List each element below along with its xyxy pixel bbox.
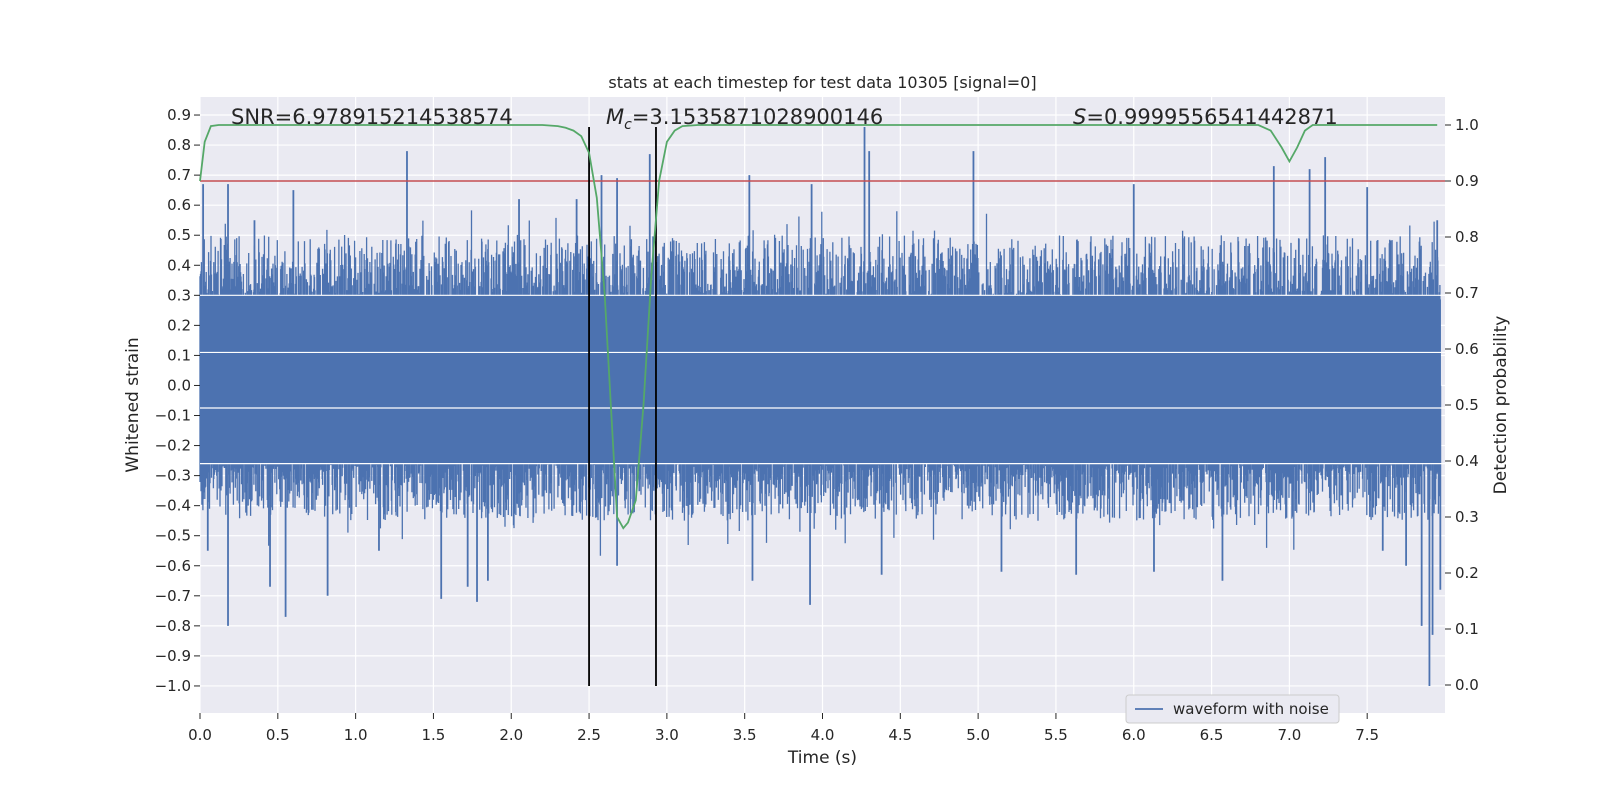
x-axis-label: Time (s) <box>787 748 857 768</box>
y2-tick-label: 0.9 <box>1455 172 1479 190</box>
y-tick-label: −0.8 <box>155 617 191 635</box>
y-tick-label: −0.3 <box>155 467 191 485</box>
chirp-mass-value: =3.1535871028900146 <box>632 105 883 129</box>
y2-tick-label: 0.1 <box>1455 620 1479 638</box>
y2-axis-label: Detection probability <box>1491 316 1511 495</box>
y-tick-label: −0.5 <box>155 527 191 545</box>
x-tick-label: 1.5 <box>422 726 446 744</box>
y2-tick-label: 0.2 <box>1455 564 1479 582</box>
x-tick-label: 2.5 <box>577 726 601 744</box>
y-tick-label: 0.4 <box>167 256 191 274</box>
x-tick-label: 1.0 <box>344 726 368 744</box>
y-tick-label: 0.5 <box>167 226 191 244</box>
y-tick-label: −1.0 <box>155 677 191 695</box>
y-tick-label: −0.4 <box>155 497 191 515</box>
y-tick-label: −0.9 <box>155 647 191 665</box>
y-tick-label: −0.1 <box>155 407 191 425</box>
data-layer <box>199 124 1445 686</box>
y-tick-label: 0.7 <box>167 166 191 184</box>
x-tick-label: 7.0 <box>1277 726 1301 744</box>
snr-annotation: SNR=6.978915214538574 <box>231 105 513 129</box>
y2-tick-label: 1.0 <box>1455 116 1479 134</box>
x-tick-label: 6.0 <box>1122 726 1146 744</box>
x-tick-label: 3.5 <box>733 726 757 744</box>
y-tick-label: 0.2 <box>167 316 191 334</box>
chirp-mass-subscript: c <box>624 117 632 133</box>
y2-tick-label: 0.6 <box>1455 340 1479 358</box>
y-tick-label: 0.8 <box>167 136 191 154</box>
chirp-mass-annotation: Mc=3.1535871028900146 <box>606 105 883 133</box>
x-tick-label: 6.5 <box>1200 726 1224 744</box>
axes-layer: 0.9 0.8 0.7 0.6 0.5 0.4 0.3 0.2 0.1 0.0 −0.1 −0.2 −0… <box>155 106 1479 744</box>
y-tick-label: −0.2 <box>155 437 191 455</box>
waveform-core-band <box>200 295 1441 464</box>
y2-tick-label: 0.8 <box>1455 228 1479 246</box>
y-tick-label: −0.7 <box>155 587 191 605</box>
x-tick-label: 0.0 <box>188 726 212 744</box>
chart-title: stats at each timestep for test data 103… <box>608 73 1036 92</box>
x-tick-label: 4.0 <box>811 726 835 744</box>
y-tick-label: 0.3 <box>167 286 191 304</box>
x-tick-label: 5.0 <box>966 726 990 744</box>
y-axis-label: Whitened strain <box>123 337 143 472</box>
score-value: =0.9999556541442871 <box>1086 105 1337 129</box>
y2-tick-label: 0.3 <box>1455 508 1479 526</box>
y-tick-label: 0.1 <box>167 346 191 364</box>
x-tick-label: 0.5 <box>266 726 290 744</box>
y2-tick-label: 0.0 <box>1455 676 1479 694</box>
y-tick-label: 0.6 <box>167 196 191 214</box>
legend: waveform with noise <box>1125 694 1340 724</box>
legend-label: waveform with noise <box>1173 700 1329 718</box>
y-tick-label: 0.9 <box>167 106 191 124</box>
y-tick-label: 0.0 <box>167 376 191 394</box>
x-tick-label: 4.5 <box>888 726 912 744</box>
y-tick-label: −0.6 <box>155 557 191 575</box>
x-tick-label: 3.0 <box>655 726 679 744</box>
chirp-mass-symbol: M <box>606 105 624 129</box>
x-tick-label: 7.5 <box>1355 726 1379 744</box>
x-tick-label: 2.0 <box>499 726 523 744</box>
legend-box <box>1125 694 1340 724</box>
x-tick-label: 5.5 <box>1044 726 1068 744</box>
y2-tick-label: 0.4 <box>1455 452 1479 470</box>
detection-probability-line <box>199 124 1438 530</box>
y2-tick-label: 0.5 <box>1455 396 1479 414</box>
y2-tick-label: 0.7 <box>1455 284 1479 302</box>
score-annotation: S=0.9999556541442871 <box>1073 105 1338 129</box>
score-symbol: S <box>1073 105 1086 129</box>
